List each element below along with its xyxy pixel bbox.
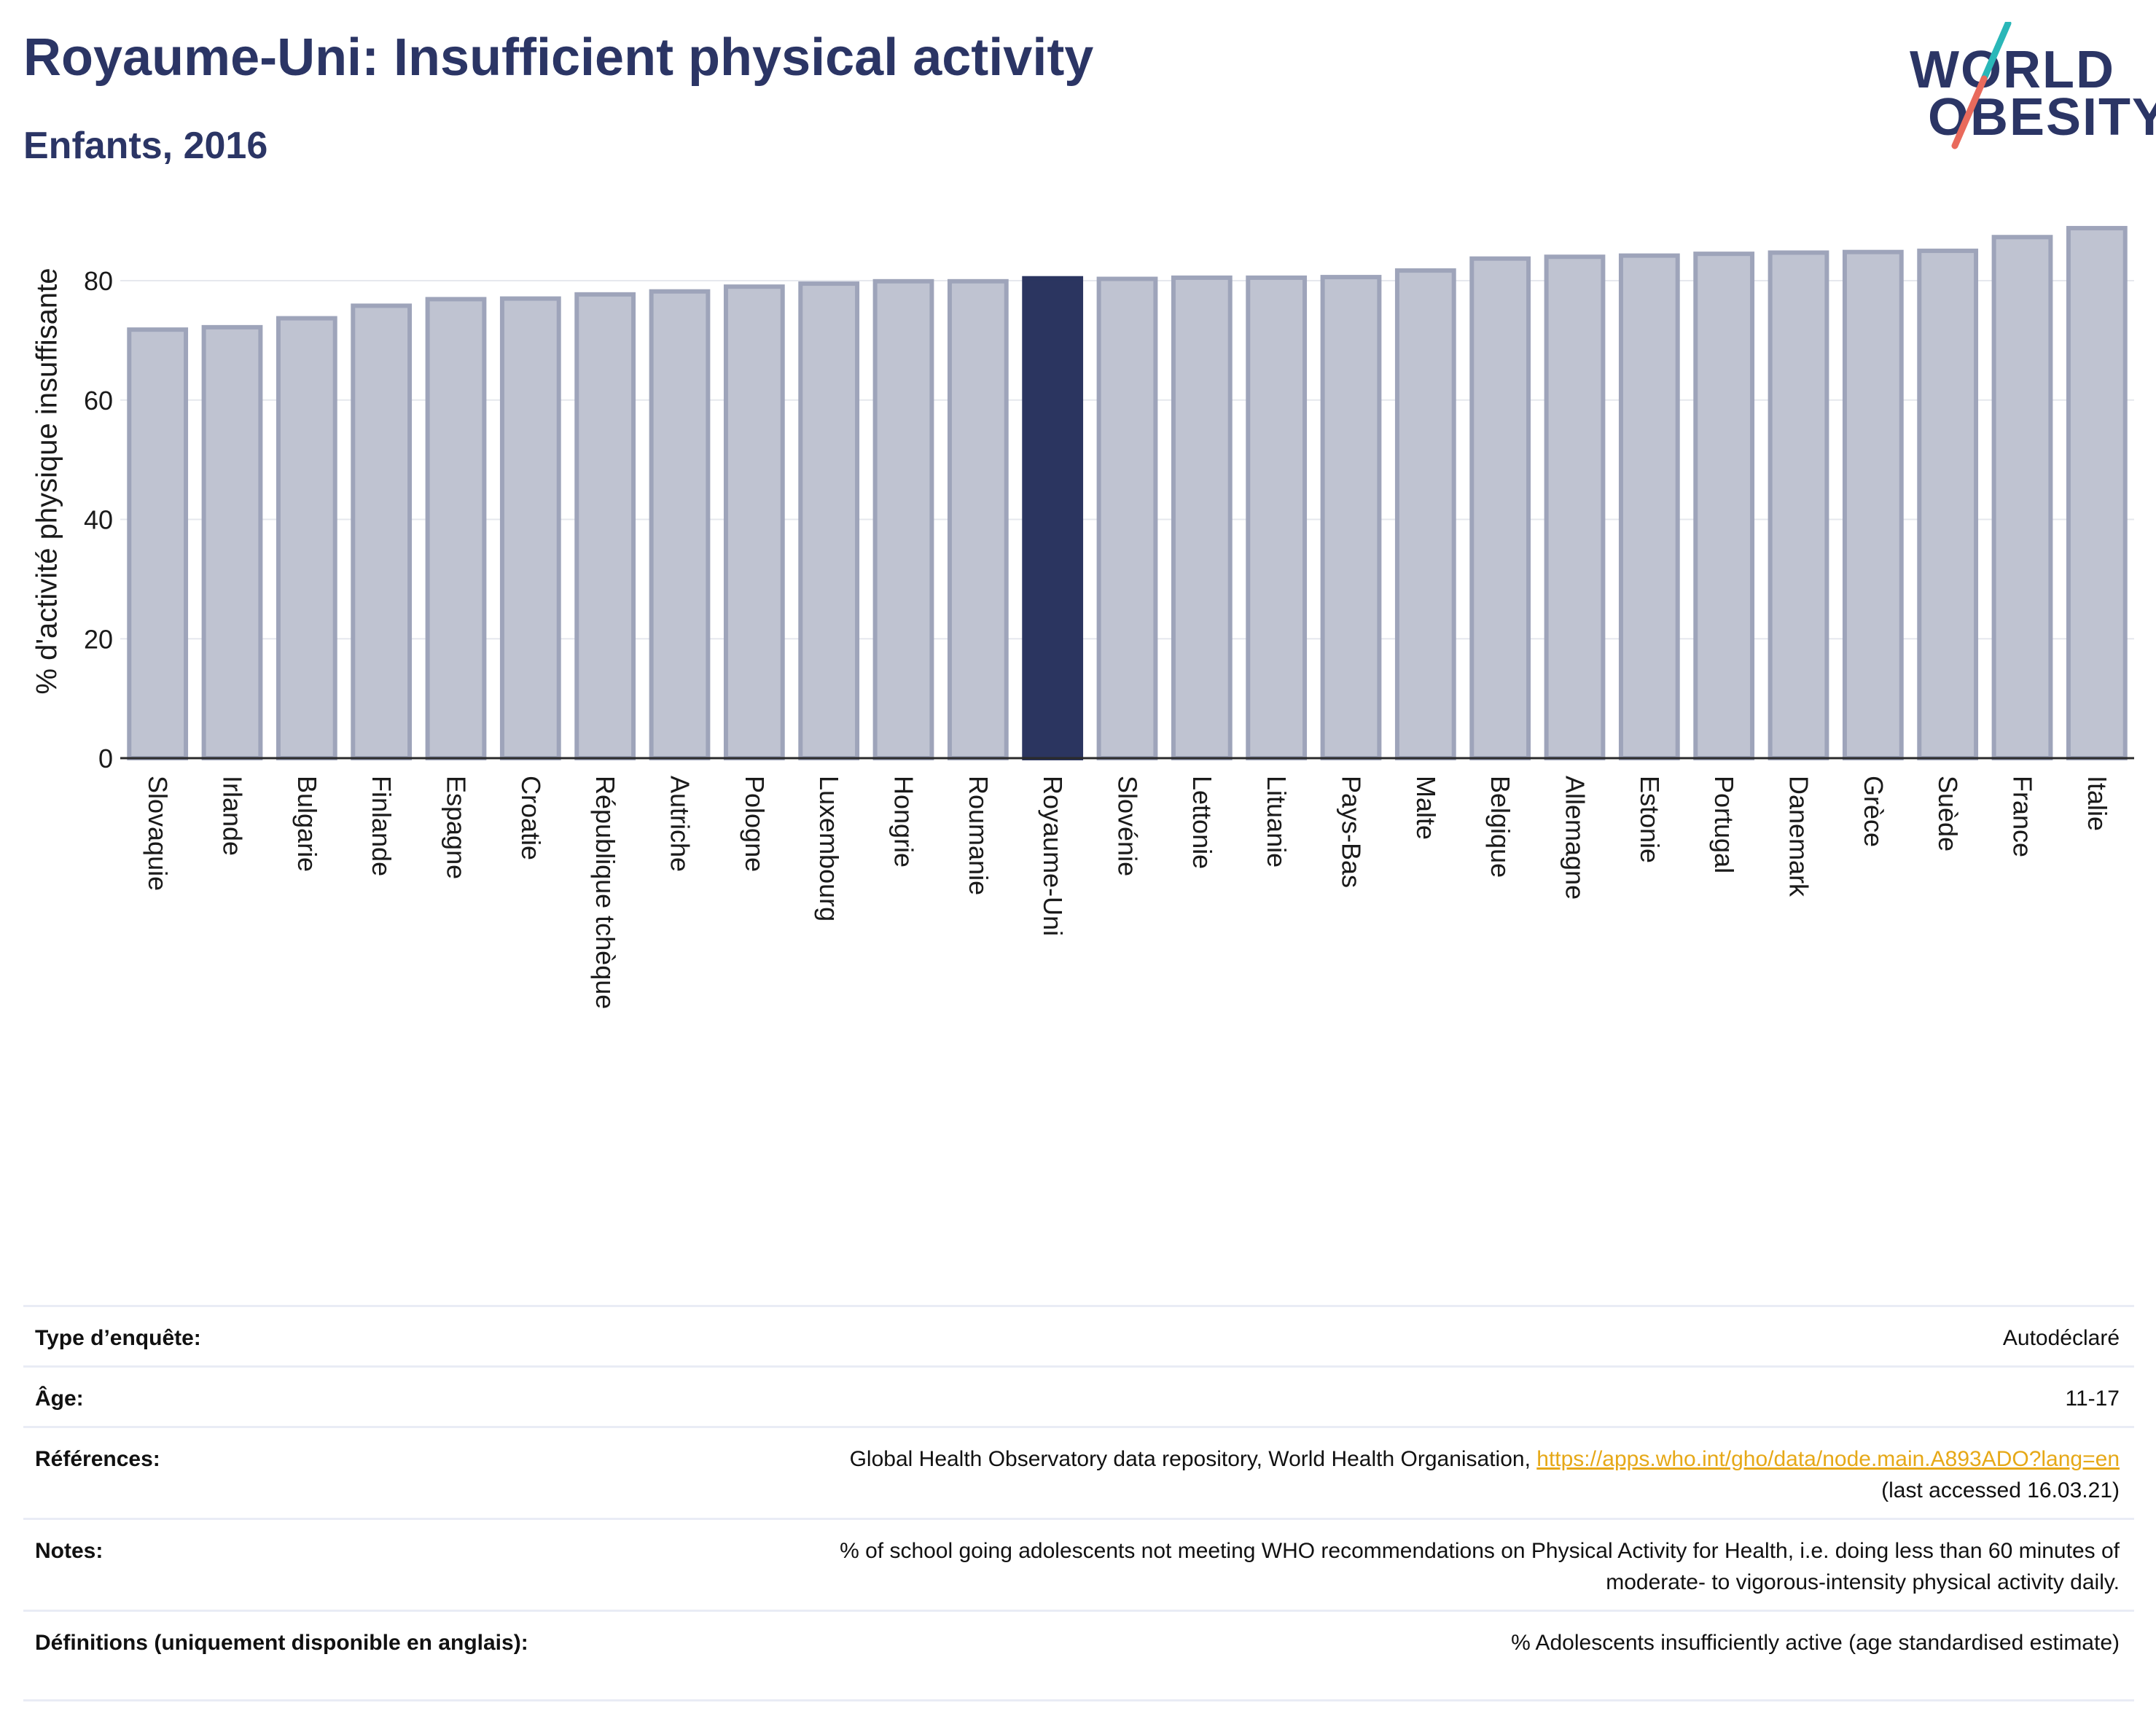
logo-slash-icon: [1951, 22, 2012, 149]
x-tick-label: Espagne: [442, 776, 472, 879]
bar-chart: 0 20 40 60 80 Slovaquie Irlande Bulgarie Finland…: [84, 225, 2134, 1009]
y-tick-label: 20: [84, 624, 113, 654]
x-tick-label: Grèce: [1859, 776, 1889, 847]
x-tick-label: Slovaquie: [143, 776, 173, 891]
bar-estonie: [1618, 253, 1680, 760]
x-tick-label: Roumanie: [964, 776, 993, 895]
world-obesity-logo: WORLD OBESITY: [1902, 22, 2156, 153]
metadata-value-text: Autodéclaré: [2002, 1326, 2120, 1350]
bar-slovaquie: [127, 327, 189, 760]
x-tick-label: Luxembourg: [814, 776, 844, 921]
x-tick-label: Bulgarie: [292, 776, 322, 872]
bar-france: [1991, 235, 2053, 760]
metadata-value-text: 11-17: [2065, 1387, 2120, 1411]
bar-espagne: [425, 297, 487, 761]
bar-malte: [1394, 268, 1456, 760]
y-tick-label: 80: [84, 266, 113, 296]
bar-luxembourg: [798, 281, 860, 760]
bar-allemagne: [1544, 254, 1606, 760]
x-tick-label: Malte: [1411, 776, 1441, 840]
chart-subtitle: Enfants, 2016: [23, 125, 268, 167]
x-tick-label: Danemark: [1784, 776, 1814, 897]
x-tick-label: France: [2008, 776, 2038, 857]
bar-danemark: [1768, 250, 1829, 760]
x-tick-label: République tchèque: [590, 776, 620, 1009]
bar-lettonie: [1171, 275, 1233, 760]
y-tick-label: 0: [98, 744, 113, 773]
y-tick-label: 60: [84, 386, 113, 416]
bar-portugal: [1693, 252, 1755, 760]
metadata-label: Âge:: [35, 1387, 84, 1411]
metadata-label: Références:: [35, 1447, 160, 1471]
x-tick-label: Lituanie: [1262, 776, 1292, 868]
metadata-value-text: (last accessed 16.03.21): [1881, 1478, 2120, 1502]
x-tick-label: Hongrie: [889, 776, 919, 868]
x-tick-label: Pologne: [740, 776, 770, 872]
bar-belgique: [1469, 256, 1531, 760]
metadata-row: Références: Global Health Observatory dat…: [23, 1426, 2134, 1518]
x-tick-label: Lettonie: [1187, 776, 1217, 869]
chart-title: Royaume-Uni: Insufficient physical activ…: [23, 28, 1094, 87]
bar-pologne: [723, 284, 785, 760]
bar-r-publique-tch-que: [574, 292, 636, 760]
metadata-row: Notes: % of school going adolescents not …: [23, 1518, 2134, 1610]
bar-lituanie: [1246, 275, 1308, 760]
metadata-value: Autodéclaré: [531, 1323, 2120, 1354]
metadata-row: Type d’enquête: Autodéclaré: [23, 1305, 2134, 1365]
metadata-table: Type d’enquête: Autodéclaré Âge: 11-17 Référ…: [23, 1305, 2134, 1701]
metadata-value: Global Health Observatory data repositor…: [531, 1444, 2120, 1506]
metadata-label: Définitions (uniquement disponible en an…: [35, 1631, 528, 1655]
x-tick-label: Irlande: [218, 776, 248, 856]
bar-croatie: [499, 296, 561, 760]
logo-line-world: WORLD: [1910, 41, 2115, 99]
bar-roumanie: [947, 278, 1009, 761]
x-tick-label: Finlande: [367, 776, 397, 876]
metadata-value-text: % Adolescents insufficiently active (age…: [1511, 1631, 2120, 1655]
x-tick-label: Italie: [2082, 776, 2112, 831]
metadata-value-text: % of school going adolescents not meetin…: [840, 1539, 2120, 1563]
reference-link[interactable]: https://apps.who.int/gho/data/node.main.…: [1536, 1447, 2120, 1471]
metadata-value-text: moderate- to vigorous-intensity physical…: [1606, 1570, 2120, 1594]
x-tick-label: Allemagne: [1561, 776, 1590, 900]
metadata-label: Notes:: [35, 1539, 103, 1563]
x-tick-label: Portugal: [1709, 776, 1739, 873]
metadata-value: % of school going adolescents not meetin…: [531, 1536, 2120, 1598]
x-tick-label: Croatie: [516, 776, 546, 860]
bar-italie: [2066, 225, 2128, 760]
bar-pays-bas: [1320, 275, 1382, 760]
metadata-row: Âge: 11-17: [23, 1365, 2134, 1426]
bar-gr-ce: [1842, 249, 1904, 760]
metadata-value: 11-17: [531, 1384, 2120, 1415]
y-tick-label: 40: [84, 505, 113, 535]
x-tick-label: Belgique: [1485, 776, 1515, 878]
bar-slov-nie: [1096, 276, 1158, 760]
bar-su-de: [1917, 249, 1979, 760]
x-tick-label: Autriche: [665, 776, 695, 872]
metadata-value-text: Global Health Observatory data repositor…: [849, 1447, 1537, 1471]
x-tick-label: Estonie: [1635, 776, 1665, 863]
x-tick-label: Royaume-Uni: [1038, 776, 1068, 936]
bar-autriche: [649, 289, 711, 760]
metadata-label: Type d’enquête:: [35, 1326, 201, 1350]
metadata-value: % Adolescents insufficiently active (age…: [531, 1628, 2120, 1659]
x-tick-label: Slovénie: [1113, 776, 1143, 876]
bar-irlande: [201, 324, 263, 760]
bar-hongrie: [872, 278, 934, 761]
bar-finlande: [351, 303, 413, 760]
x-tick-label: Pays-Bas: [1337, 776, 1367, 888]
x-tick-label: Suède: [1933, 776, 1963, 851]
bar-royaume-uni: [1022, 276, 1084, 761]
bar-bulgarie: [276, 316, 337, 760]
metadata-row: Définitions (uniquement disponible en an…: [23, 1610, 2134, 1701]
